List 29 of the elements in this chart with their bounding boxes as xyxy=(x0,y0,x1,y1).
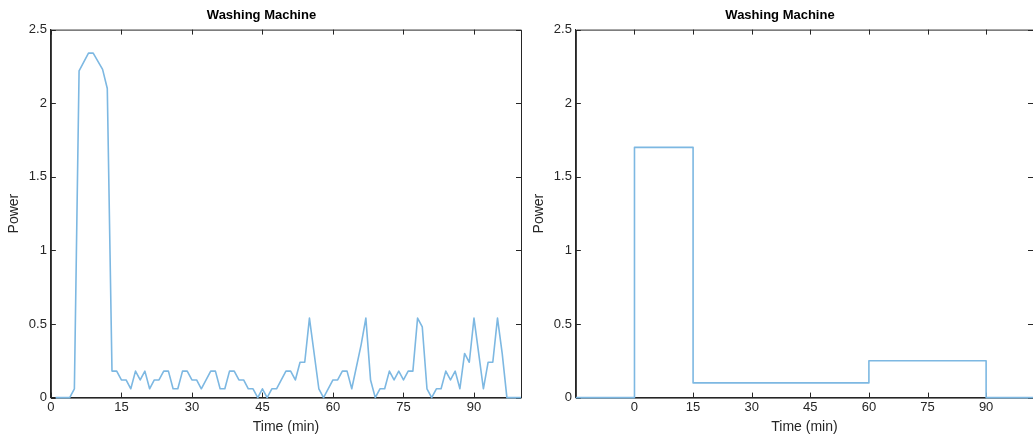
x-tick-label: 45 xyxy=(255,398,270,414)
y-tick-label: 1.5 xyxy=(28,168,47,184)
y-tick-label: 2 xyxy=(39,94,47,110)
chart-title: Washing Machine xyxy=(206,7,317,23)
x-tick-label: 0 xyxy=(630,398,639,414)
y-axis-title: Power xyxy=(530,193,547,234)
y-tick-label: 0.5 xyxy=(553,315,572,331)
x-axis-title: Time (min) xyxy=(252,418,320,435)
y-tick-label: 1.5 xyxy=(553,168,572,184)
y-tick-label: 2.5 xyxy=(553,21,572,37)
x-tick-label: 90 xyxy=(978,398,994,414)
x-tick-label: 30 xyxy=(184,398,200,414)
x-tick-label: 90 xyxy=(466,398,482,414)
chart-title: Washing Machine xyxy=(725,7,835,23)
x-tick-label: 30 xyxy=(744,398,759,414)
x-tick-label: 75 xyxy=(920,398,935,414)
x-tick-label: 75 xyxy=(396,398,411,414)
x-axis-title: Time (min) xyxy=(771,418,838,435)
y-tick-label: 1 xyxy=(564,241,572,257)
y-tick-label: 2.5 xyxy=(28,21,47,37)
x-tick-label: 15 xyxy=(114,398,129,414)
y-tick-label: 0.5 xyxy=(28,315,47,331)
x-tick-label: 60 xyxy=(325,398,341,414)
y-axis-title: Power xyxy=(5,193,22,234)
x-tick-label: 15 xyxy=(685,398,701,414)
y-tick-label: 2 xyxy=(564,94,572,110)
y-tick-label: 1 xyxy=(39,241,47,257)
x-tick-label: 45 xyxy=(803,398,818,414)
x-tick-label: 60 xyxy=(861,398,877,414)
